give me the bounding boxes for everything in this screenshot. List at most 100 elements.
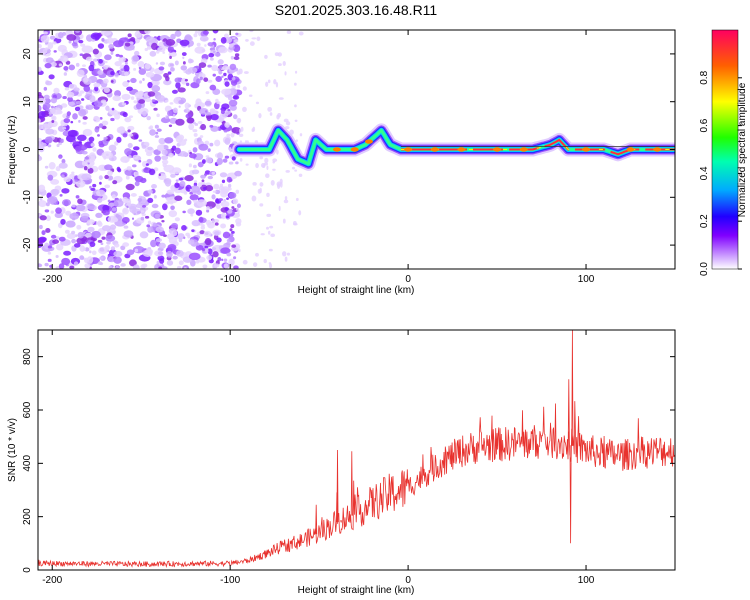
spectrogram-noise-blob bbox=[126, 86, 133, 92]
spectrogram-noise-blob bbox=[69, 265, 75, 269]
spectrogram-noise-blob bbox=[227, 183, 232, 188]
spectrogram-noise-blob bbox=[286, 30, 292, 34]
spectrogram-noise-blob bbox=[213, 218, 220, 223]
spectrogram-noise-blob bbox=[218, 198, 223, 202]
spectrogram-noise-blob bbox=[243, 71, 249, 74]
spectrogram-noise-blob bbox=[67, 96, 73, 103]
spectrogram-noise-blob bbox=[284, 256, 288, 262]
spectrogram-noise-blob bbox=[171, 89, 178, 94]
spectrogram-noise-blob bbox=[89, 185, 92, 189]
spectrogram-noise-blob bbox=[215, 75, 222, 83]
spectrogram-noise-blob bbox=[151, 184, 157, 189]
spectrogram-noise-blob bbox=[100, 99, 107, 104]
spectrogram-noise-blob bbox=[108, 144, 117, 152]
spectrogram-hot-spot bbox=[457, 147, 466, 152]
spectrogram-noise-blob bbox=[147, 197, 154, 204]
spectrogram-noise-blob bbox=[226, 197, 229, 200]
spectrogram-noise-blob bbox=[156, 113, 160, 118]
spectrogram-noise-blob bbox=[48, 112, 52, 115]
spectrogram-noise-blob bbox=[193, 132, 198, 137]
spectrogram-noise-blob bbox=[38, 111, 46, 119]
spectrogram-noise-blob bbox=[79, 43, 86, 47]
spectrogram-noise-blob bbox=[294, 70, 298, 74]
spectrogram-noise-blob bbox=[144, 47, 149, 52]
spectrogram-noise-blob bbox=[183, 236, 186, 240]
spectrogram-noise-blob bbox=[104, 184, 111, 189]
spectrogram-noise-blob bbox=[90, 237, 95, 241]
spectrogram-noise-blob bbox=[228, 192, 237, 199]
spectrogram-noise-blob bbox=[223, 258, 228, 262]
spectrogram-noise-blob bbox=[142, 110, 147, 117]
colorbar-tick-label: 0.2 bbox=[699, 214, 710, 228]
spectrogram-noise-blob bbox=[111, 107, 115, 111]
spectrogram-hot-spot bbox=[519, 147, 528, 152]
spectrogram-noise-blob bbox=[231, 77, 236, 81]
spectrogram-noise-blob bbox=[50, 210, 54, 214]
spectrogram-noise-blob bbox=[57, 44, 67, 53]
spectrogram-noise-blob bbox=[142, 205, 147, 208]
spectrogram-noise-blob bbox=[229, 233, 234, 237]
spectrogram-noise-blob bbox=[174, 30, 182, 37]
spectrogram-noise-blob bbox=[255, 101, 260, 105]
spectrogram-noise-blob bbox=[104, 174, 109, 180]
spectrogram-noise-blob bbox=[58, 63, 63, 67]
spectrogram-noise-blob bbox=[110, 70, 115, 76]
spectrogram-noise-blob bbox=[282, 218, 286, 224]
spectrogram-noise-blob bbox=[146, 151, 153, 157]
spectrogram-noise-blob bbox=[120, 68, 125, 71]
spectrogram-noise-blob bbox=[239, 128, 242, 133]
spectrogram-noise-blob bbox=[177, 87, 186, 93]
spectrogram-noise-blob bbox=[133, 146, 140, 151]
spectrogram-noise-blob bbox=[213, 183, 220, 190]
spectrogram-noise-blob bbox=[86, 219, 95, 225]
spectrogram-noise-blob bbox=[68, 40, 72, 44]
spectrogram-noise-blob bbox=[179, 180, 186, 187]
spectrogram-noise-blob bbox=[154, 124, 159, 129]
spectrogram-noise-blob bbox=[168, 124, 173, 128]
spectrogram-noise-blob bbox=[136, 210, 141, 214]
spectrogram-noise-blob bbox=[78, 144, 88, 151]
spectrogram-noise-blob bbox=[147, 91, 156, 97]
spectrogram-noise-blob bbox=[189, 191, 194, 195]
spectrogram-noise-blob bbox=[158, 173, 161, 177]
spectrogram-noise-blob bbox=[178, 99, 185, 105]
snr-y-axis: 0 200 400 600 800 bbox=[22, 348, 675, 573]
spectrogram-noise-blob bbox=[48, 74, 55, 80]
spectrogram-noise-blob bbox=[98, 123, 104, 128]
spectrogram-noise-blob bbox=[41, 230, 46, 236]
spectrogram-noise-blob bbox=[153, 149, 161, 156]
spectrogram-noise-blob bbox=[162, 203, 168, 211]
spectrogram-noise-blob bbox=[196, 242, 200, 246]
spectrogram-noise-blob bbox=[209, 124, 214, 128]
spectrogram-noise-blob bbox=[93, 82, 101, 88]
spectrogram-noise-blob bbox=[120, 263, 126, 267]
spectrogram-noise-blob bbox=[100, 30, 112, 36]
spectrogram-noise-blob bbox=[45, 47, 49, 50]
spectrogram-noise-blob bbox=[77, 231, 84, 239]
spectrogram-noise-blob bbox=[153, 167, 159, 172]
spectrogram-noise-blob bbox=[161, 159, 169, 165]
spectrogram-noise-blob bbox=[65, 60, 71, 65]
spectrogram-noise-blob bbox=[211, 194, 216, 200]
spectrogram-noise-blob bbox=[205, 185, 214, 192]
spectrogram-noise-blob bbox=[40, 35, 50, 43]
spectrogram-noise-blob bbox=[47, 144, 52, 148]
spectrogram-noise-blob bbox=[71, 171, 75, 175]
spectrogram-noise-blob bbox=[266, 226, 269, 230]
spectrogram-noise-field bbox=[38, 30, 304, 269]
spectrogram-noise-blob bbox=[64, 87, 70, 91]
spectrogram-noise-blob bbox=[227, 209, 233, 214]
spectrogram-noise-blob bbox=[50, 97, 57, 104]
spectrogram-noise-blob bbox=[99, 256, 104, 260]
spectrogram-noise-blob bbox=[222, 113, 229, 118]
spectrogram-noise-blob bbox=[118, 56, 126, 63]
spectrogram-noise-blob bbox=[285, 121, 291, 126]
spectrogram-noise-blob bbox=[80, 216, 89, 222]
spectrogram-noise-blob bbox=[298, 173, 303, 177]
spectrogram-noise-blob bbox=[228, 43, 234, 48]
spectrogram-noise-blob bbox=[204, 245, 209, 249]
spectrogram-noise-blob bbox=[39, 215, 47, 221]
spectrogram-noise-blob bbox=[146, 224, 151, 228]
spectrogram-noise-blob bbox=[55, 255, 59, 258]
spectrogram-noise-blob bbox=[102, 210, 110, 216]
